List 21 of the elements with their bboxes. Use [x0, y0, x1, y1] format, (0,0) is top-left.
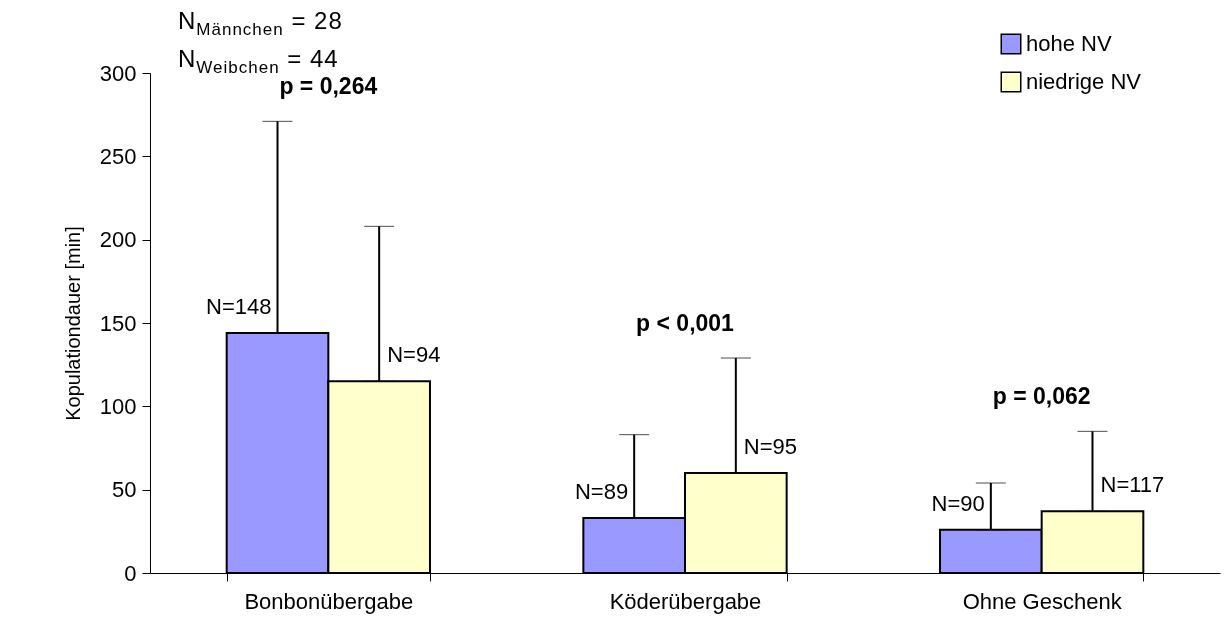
y-tick-label: 200 — [99, 227, 137, 253]
annotation: N=95 — [743, 434, 798, 459]
legend-label: niedrige NV — [1026, 69, 1142, 94]
x-tick-label: Bonbonübergabe — [244, 588, 414, 614]
annotation: N=148 — [206, 294, 272, 319]
annotation: p < 0,001 — [636, 310, 735, 336]
legend-label: hohe NV — [1026, 31, 1112, 56]
y-tick-label: 100 — [99, 393, 137, 419]
y-axis-title: Kopulationdauer [min] — [61, 226, 84, 421]
x-tick-label: Köderübergabe — [609, 588, 762, 614]
annotation: N=94 — [387, 342, 441, 368]
annotation: N=90 — [931, 490, 985, 516]
y-tick-label: 150 — [99, 310, 137, 336]
y-tick-label: 300 — [99, 60, 137, 86]
annotation: p = 0,062 — [992, 383, 1091, 410]
y-tick-label: 0 — [124, 560, 137, 586]
annotation: N=89 — [574, 479, 629, 504]
x-tick-label: Ohne Geschenk — [962, 588, 1123, 614]
y-tick-label: 50 — [112, 477, 137, 503]
y-tick-label: 250 — [99, 143, 137, 169]
annotation: N=117 — [1100, 472, 1165, 498]
